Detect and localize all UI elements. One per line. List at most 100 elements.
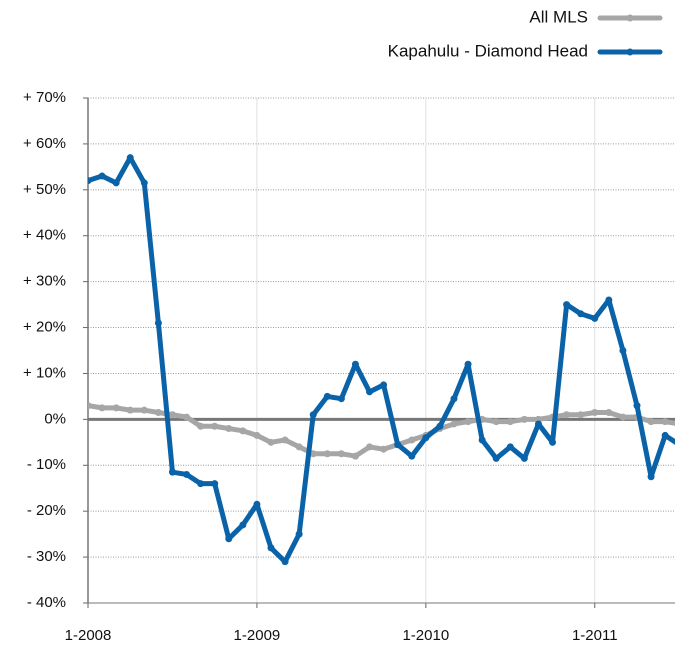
point	[267, 438, 275, 446]
point	[506, 418, 514, 426]
point	[534, 420, 542, 428]
point	[88, 177, 92, 185]
point	[239, 521, 247, 529]
point	[337, 450, 345, 458]
y-tick-label: + 60%	[23, 135, 66, 152]
point	[619, 347, 627, 354]
point	[112, 404, 120, 412]
legend-marker	[626, 14, 634, 22]
point	[225, 425, 233, 433]
x-tick-label: 1-2009	[234, 627, 281, 644]
point	[211, 422, 219, 430]
y-tick-label: - 30%	[27, 548, 66, 565]
legend: All MLS Kapahulu - Diamond Head	[388, 7, 663, 60]
point	[88, 402, 92, 410]
point	[239, 427, 247, 435]
point	[450, 395, 458, 403]
y-tick-label: + 10%	[23, 364, 66, 381]
point	[281, 558, 289, 566]
point	[183, 470, 191, 478]
point	[126, 406, 134, 414]
point	[323, 392, 331, 400]
point	[140, 179, 148, 187]
point	[140, 406, 148, 414]
point	[168, 468, 176, 476]
point	[126, 154, 134, 162]
point	[98, 404, 106, 412]
x-tick-label: 1-2011	[572, 627, 618, 644]
x-tick-label: 1-2010	[402, 627, 449, 644]
series-line	[88, 155, 675, 565]
point	[563, 411, 571, 419]
point	[520, 415, 528, 423]
point	[591, 314, 599, 322]
point	[351, 452, 359, 460]
point	[154, 319, 162, 327]
point	[394, 441, 402, 449]
point	[591, 408, 599, 416]
point	[661, 418, 669, 426]
point	[408, 436, 416, 444]
point	[506, 443, 514, 451]
point	[492, 418, 500, 426]
y-tick-label: + 70%	[23, 89, 66, 106]
y-tick-label: + 30%	[23, 273, 66, 290]
point	[549, 438, 557, 446]
x-tick-label: 1-2008	[65, 627, 112, 644]
point	[197, 422, 205, 430]
point	[337, 395, 345, 403]
y-tick-label: + 50%	[23, 181, 66, 198]
point	[225, 535, 233, 543]
point	[633, 402, 641, 410]
point	[154, 408, 162, 416]
point	[366, 443, 374, 451]
plot-area	[88, 154, 675, 566]
y-tick-label: + 20%	[23, 319, 66, 336]
point	[253, 431, 261, 439]
grid: - 40% - 30% - 20% - 10% 0% + 10% + 20% + 30% + 4…	[23, 89, 675, 644]
point	[351, 360, 359, 368]
point	[422, 434, 430, 442]
point	[605, 296, 613, 304]
point	[323, 450, 331, 458]
point	[478, 436, 486, 444]
legend-marker	[626, 48, 634, 56]
point	[520, 454, 528, 462]
point	[380, 381, 388, 389]
point	[661, 431, 669, 439]
point	[366, 388, 374, 396]
legend-label: All MLS	[529, 7, 588, 26]
point	[168, 411, 176, 419]
y-tick-label: 0%	[44, 410, 66, 427]
point	[408, 452, 416, 460]
point	[647, 418, 655, 426]
point	[267, 544, 275, 552]
point	[647, 473, 655, 481]
point	[436, 422, 444, 430]
point	[309, 450, 317, 458]
point	[605, 408, 613, 416]
point	[112, 179, 120, 187]
point	[211, 480, 219, 488]
y-tick-label: - 40%	[27, 594, 66, 611]
point	[183, 413, 191, 421]
point	[577, 310, 585, 318]
point	[563, 301, 571, 309]
point	[295, 530, 303, 538]
point	[577, 411, 585, 419]
point	[464, 418, 472, 426]
y-tick-label: - 10%	[27, 456, 66, 473]
point	[450, 420, 458, 428]
point	[197, 480, 205, 488]
point	[309, 411, 317, 419]
legend-label: Kapahulu - Diamond Head	[388, 41, 588, 60]
point	[281, 436, 289, 444]
point	[619, 413, 627, 421]
point	[295, 443, 303, 451]
point	[98, 172, 106, 180]
y-tick-label: - 20%	[27, 502, 66, 519]
y-tick-label: + 40%	[23, 227, 66, 244]
point	[253, 500, 261, 508]
point	[464, 360, 472, 368]
